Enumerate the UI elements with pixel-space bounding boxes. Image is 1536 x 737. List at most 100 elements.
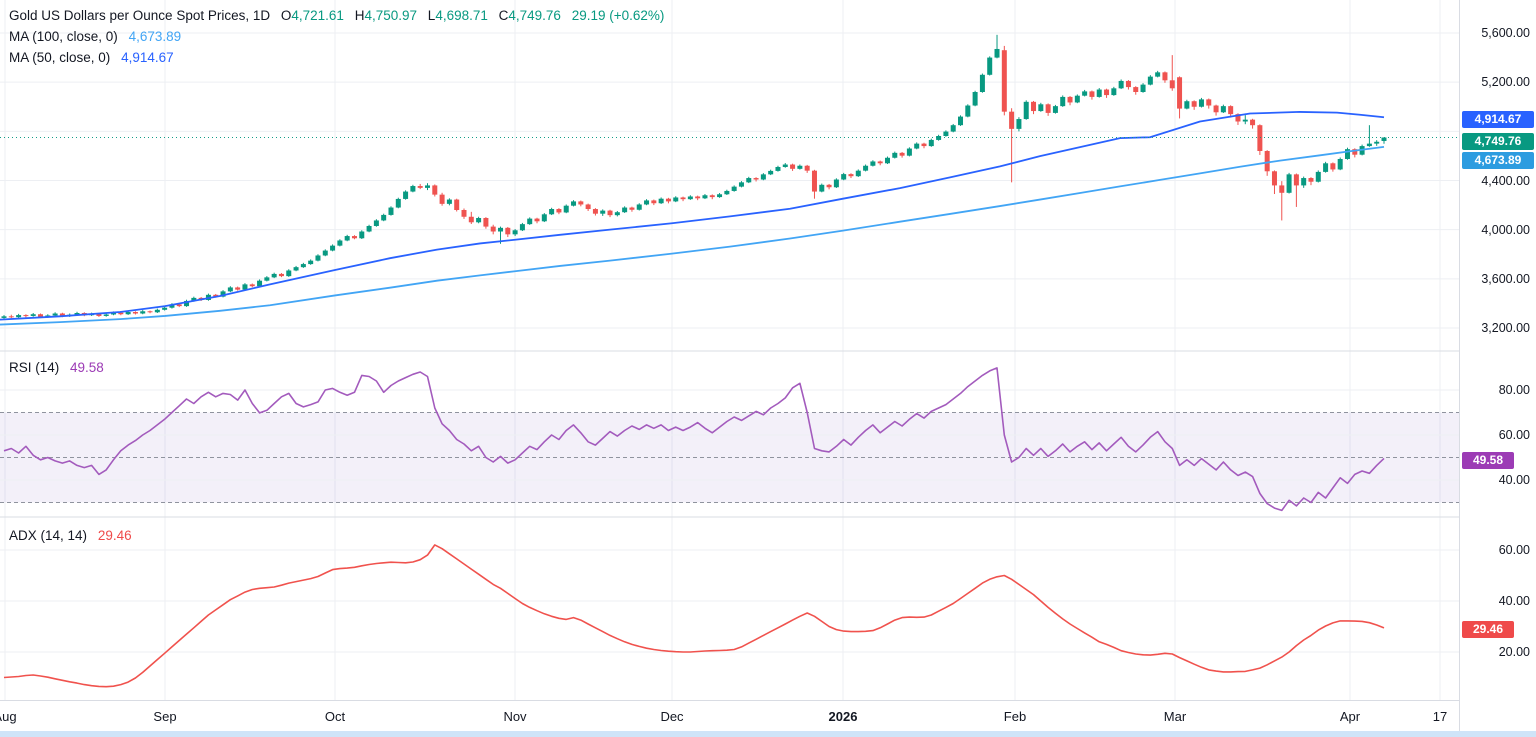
candle-up	[863, 165, 869, 171]
rsi-legend-row[interactable]: RSI (14) 49.58	[9, 360, 104, 375]
candle-down	[1009, 111, 1015, 129]
price-tick-label: 4,000.00	[1481, 222, 1530, 237]
candle-up	[658, 198, 664, 204]
candle-up	[731, 186, 737, 191]
price-axis-badge: 4,914.67	[1462, 110, 1534, 128]
ma50-value: 4,914.67	[121, 50, 174, 65]
candle-down	[534, 218, 540, 222]
candle-up	[337, 240, 343, 246]
ma50-label: MA (50, close, 0)	[9, 50, 111, 65]
candle-down	[490, 226, 496, 232]
candle-up	[1111, 88, 1117, 96]
price-tick-label: 3,600.00	[1481, 271, 1530, 286]
candle-down	[1133, 87, 1139, 93]
candle-down	[454, 199, 460, 211]
adx-line	[3, 544, 1385, 688]
time-axis-label: 2026	[828, 709, 858, 724]
adx-tick-label: 60.00	[1498, 543, 1530, 557]
candle-up	[330, 245, 336, 251]
candle-down	[1089, 91, 1095, 97]
candle-down	[249, 284, 255, 287]
candle-up	[600, 210, 606, 214]
candle-up	[1147, 76, 1153, 85]
ohlc-open-value: 4,721.61	[291, 8, 344, 23]
time-axis-label: Nov	[503, 709, 527, 724]
candle-down	[483, 217, 489, 227]
candle-down	[1271, 171, 1277, 186]
symbol-legend-row[interactable]: Gold US Dollars per Ounce Spot Prices, 1…	[9, 6, 664, 26]
ohlc-change-value: 29.19 (+0.62%)	[571, 8, 665, 23]
adx-legend-row[interactable]: ADX (14, 14) 29.46	[9, 528, 132, 543]
candle-down	[1213, 105, 1219, 113]
candle-up	[1198, 99, 1204, 107]
ma100-legend-row[interactable]: MA (100, close, 0) 4,673.89	[9, 27, 664, 47]
candle-up	[855, 170, 861, 177]
candle-up	[30, 314, 36, 316]
candle-up	[1366, 143, 1372, 147]
time-axis-label: Oct	[324, 709, 346, 724]
price-axis-pane[interactable]: 5,600.00 5,200.00 4,400.00 4,000.00 3,600.00…	[1459, 0, 1536, 731]
candle-up	[614, 212, 620, 216]
candle-up	[1344, 149, 1350, 159]
time-axis-label: Aug	[0, 709, 17, 724]
ohlc-low-label: L	[427, 8, 436, 23]
time-axis-label: Mar	[1163, 709, 1187, 724]
rsi-line	[3, 367, 1385, 512]
ohlc-high-label: H	[354, 8, 365, 23]
candle-down	[432, 185, 438, 195]
time-axis-label: Dec	[660, 709, 684, 724]
candle-up	[819, 184, 825, 192]
candle-up	[1220, 106, 1226, 113]
candle-down	[8, 316, 14, 318]
candle-up	[1301, 178, 1307, 186]
candle-down	[592, 209, 598, 214]
candle-down	[1250, 119, 1256, 126]
candle-up	[446, 199, 452, 204]
candle-up	[950, 125, 956, 132]
candle-up	[1074, 95, 1080, 103]
candle-up	[257, 280, 263, 287]
candle-up	[979, 74, 985, 93]
candle-up	[308, 260, 314, 265]
candle-up	[403, 191, 409, 199]
candle-down	[1067, 96, 1073, 103]
candle-up	[111, 312, 117, 315]
candle-up	[512, 230, 518, 235]
candle-up	[162, 307, 168, 310]
adx-tick-label: 40.00	[1498, 594, 1530, 608]
price-tick-label: 4,400.00	[1481, 173, 1530, 188]
candle-up	[775, 166, 781, 171]
candle-up	[381, 214, 387, 221]
candle-up	[1, 316, 7, 318]
candle-up	[1096, 89, 1102, 97]
candle-up	[936, 136, 942, 140]
candle-up	[563, 205, 569, 213]
candle-up	[227, 287, 233, 292]
ma50-legend-row[interactable]: MA (50, close, 0) 4,914.67	[9, 48, 664, 68]
candle-up	[52, 313, 58, 316]
time-axis[interactable]: Aug Sep Oct Nov Dec 2026 Feb Mar Apr 17	[0, 700, 1459, 732]
candle-up	[286, 270, 292, 277]
rsi-tick-label: 80.00	[1498, 383, 1530, 397]
candle-up	[1286, 174, 1292, 193]
candle-up	[972, 92, 978, 106]
candle-up	[994, 48, 1000, 58]
time-axis-label: Sep	[153, 709, 177, 724]
candle-down	[59, 313, 65, 317]
candle-down	[1228, 106, 1234, 115]
candle-up	[359, 231, 365, 239]
candle-down	[629, 207, 635, 210]
candle-up	[154, 309, 160, 313]
ohlc-close-label: C	[498, 8, 509, 23]
candle-down	[96, 313, 102, 316]
chart-canvas[interactable]	[0, 0, 1459, 731]
candle-down	[1162, 72, 1168, 81]
candle-up	[884, 157, 890, 164]
candle-up	[410, 186, 416, 192]
candle-down	[1001, 50, 1007, 112]
candle-up	[1315, 171, 1321, 182]
candle-up	[220, 291, 226, 297]
candle-down	[1191, 101, 1197, 107]
candle-down	[848, 174, 854, 177]
